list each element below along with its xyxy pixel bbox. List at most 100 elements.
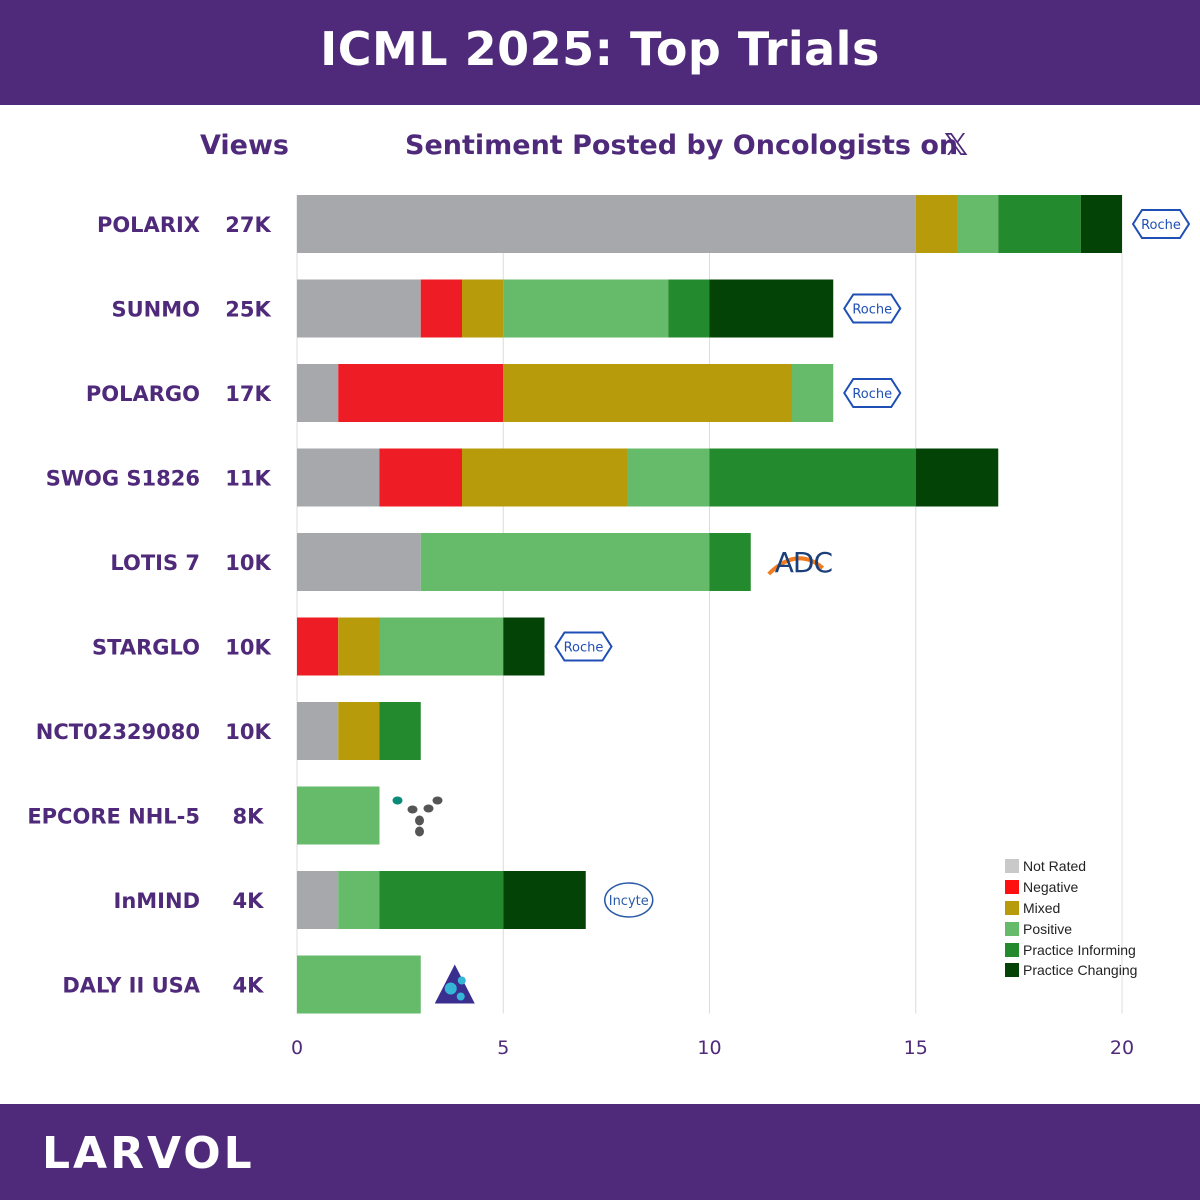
trial-label: NCT02329080 [36,720,200,744]
bar-segment-positive [297,786,380,845]
chart-legend: Not Rated Negative Mixed Positive Practice I… [1005,856,1137,981]
bar-segment-negative [379,448,462,507]
roche-logo-icon [843,293,902,324]
bar-segment-negative [338,364,504,422]
miltenyi-logo-icon [434,964,475,1004]
bar-segment-mixed [915,195,957,253]
adc-logo-text: ADC [775,546,833,579]
bar-segment-practice-informing [998,195,1081,253]
miltenyi-logo-dot [456,992,465,1001]
bar-segment-mixed [462,448,627,507]
legend-item-practice-informing: Practice Informing [1005,939,1137,960]
incyte-logo-text: Incyte [609,894,649,909]
genmab-logo-dot [407,805,418,814]
legend-swatch [1005,900,1019,915]
views-value: 10K [225,636,271,660]
bar-segment-positive [957,195,999,253]
bar-segment-practice-changing [503,617,545,676]
legend-label: Practice Informing [1023,941,1136,958]
views-value: 11K [225,467,271,491]
roche-logo-icon [843,378,902,408]
legend-item-negative: Negative [1005,877,1137,898]
views-value: 4K [233,889,265,913]
bar-segment-practice-informing [379,871,504,929]
footer-band [0,1104,1200,1200]
x-logo-icon: 𝕏 [944,128,969,163]
bar-segment-practice-changing [503,871,586,929]
bar-segment-mixed [462,279,504,338]
bar-segment-not-rated [297,364,339,422]
bar-segment-not-rated [297,702,339,760]
legend-label: Not Rated [1023,858,1087,875]
legend-item-positive: Positive [1005,918,1137,939]
miltenyi-logo-dot [457,976,466,985]
bar-segment-practice-changing [915,448,999,507]
views-value: 17K [225,382,271,406]
bar-segment-negative [297,617,339,676]
x-tick-label: 15 [904,1037,928,1059]
legend-swatch [1005,963,1019,978]
bar-segment-not-rated [297,533,421,591]
bar-segment-practice-informing [379,702,421,760]
trial-label: EPCORE NHL-5 [27,805,200,829]
bar-segment-positive [627,448,710,507]
legend-item-mixed: Mixed [1005,898,1137,919]
genmab-logo-dot [415,815,424,826]
x-tick-label: 20 [1110,1037,1134,1059]
views-value: 10K [225,720,271,744]
genmab-logo-dot [423,804,434,813]
legend-swatch [1005,880,1019,895]
trial-label: POLARIX [97,213,200,237]
bar-segment-not-rated [297,279,421,338]
header-band [0,0,1200,105]
views-value: 25K [225,298,271,322]
views-value: 8K [233,805,265,829]
roche-logo-text: Roche [1141,218,1181,233]
bar-segment-mixed [338,702,380,760]
views-value: 4K [233,974,265,998]
bar-segment-positive [379,617,504,676]
trial-label: DALY II USA [62,974,200,998]
trial-label: STARGLO [92,636,200,660]
bar-segment-not-rated [297,871,339,929]
bar-segment-practice-informing [709,533,751,591]
legend-label: Negative [1023,879,1079,896]
bar-segment-positive [420,533,710,591]
roche-logo-text: Roche [852,303,892,318]
sentiment-column-header: Sentiment Posted by Oncologists on [405,130,959,161]
legend-item-practice-changing: Practice Changing [1005,960,1137,981]
bar-segment-positive [297,955,421,1014]
x-tick-label: 0 [291,1037,303,1059]
legend-label: Practice Changing [1023,962,1138,979]
bar-segment-positive [338,871,380,929]
brand-logo: LARVOL [42,1128,255,1179]
bar-segment-not-rated [297,448,380,507]
trial-label: SWOG S1826 [46,467,200,491]
legend-label: Mixed [1023,899,1061,916]
genmab-logo-dot [392,796,403,805]
bar-segment-positive [792,364,834,422]
bar-segment-mixed [503,364,792,422]
x-tick-label: 5 [497,1037,509,1059]
roche-logo-icon [1131,209,1191,239]
genmab-logo-dot [415,826,424,837]
miltenyi-logo-dot [444,982,457,995]
page-title: ICML 2025: Top Trials [320,22,880,76]
roche-logo-text: Roche [564,641,604,656]
bar-segment-negative [420,279,462,338]
legend-item-not-rated: Not Rated [1005,856,1137,877]
views-column-header: Views [200,130,290,161]
trial-label: POLARGO [86,382,200,406]
views-value: 10K [225,551,271,575]
legend-label: Positive [1023,920,1073,937]
bar-segment-practice-informing [668,279,710,338]
bar-segment-not-rated [297,195,916,253]
trial-label: InMIND [114,889,200,913]
roche-logo-text: Roche [852,387,892,402]
views-value: 27K [225,213,271,237]
legend-swatch [1005,859,1019,874]
bar-segment-practice-changing [709,279,834,338]
trial-label: LOTIS 7 [110,551,200,575]
legend-swatch [1005,921,1019,936]
